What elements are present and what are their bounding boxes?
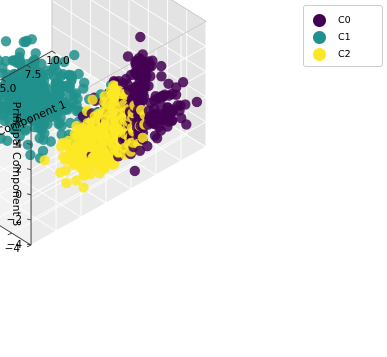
legend-label-c2: C2 (338, 48, 351, 60)
legend: C0 C1 C2 (303, 5, 383, 67)
gridline-z (30, 121, 207, 221)
data-point-c0 (145, 71, 156, 82)
x-axis-line (0, 50, 53, 81)
data-point-c0 (137, 94, 149, 106)
gridline-z (30, 146, 207, 246)
data-point-c1 (58, 56, 70, 68)
data-point-c0 (166, 115, 178, 126)
legend-marker-c2 (313, 47, 326, 61)
y-tick (26, 244, 32, 248)
data-point-c1 (55, 112, 66, 123)
data-point-c2 (85, 169, 96, 180)
legend-item-c0: C0 (313, 12, 351, 28)
z-tick-label: −2 (7, 214, 22, 226)
legend-label-c0: C0 (338, 14, 351, 26)
data-point-c0 (177, 77, 189, 88)
data-point-c0 (142, 141, 153, 152)
data-point-c0 (137, 49, 148, 60)
gridline-y (11, 134, 187, 234)
data-point-c0 (135, 31, 146, 43)
x-tick (1, 78, 6, 82)
gridline-z (130, 0, 207, 47)
data-point-c1 (0, 36, 12, 47)
data-point-c1 (39, 128, 50, 139)
z-tick (26, 168, 32, 171)
data-point-c1 (37, 145, 49, 157)
data-point-c1 (78, 83, 89, 94)
data-point-c1 (50, 55, 61, 67)
data-point-c2 (71, 175, 82, 186)
legend-label-c1: C1 (338, 31, 351, 43)
data-point-c1 (73, 68, 84, 80)
y-tick-label: −4 (5, 243, 21, 255)
data-point-c1 (22, 139, 34, 150)
data-point-c1 (72, 93, 83, 105)
data-point-c0 (191, 96, 203, 108)
data-point-c1 (53, 81, 64, 93)
data-point-c2 (137, 132, 148, 143)
data-point-c0 (147, 55, 158, 66)
data-point-c2 (60, 165, 71, 176)
data-point-c1 (25, 149, 36, 161)
data-point-c1 (2, 135, 13, 146)
z-tick (26, 118, 32, 120)
data-point-c0 (134, 145, 146, 156)
z-tick-label: 2 (15, 164, 22, 176)
x-tick (26, 64, 31, 68)
y-axis-line (0, 225, 32, 246)
z-tick (26, 218, 32, 221)
data-point-c0 (181, 119, 192, 130)
z-tick (26, 243, 32, 246)
data-point-c2 (78, 182, 89, 193)
data-point-c1 (14, 47, 26, 58)
gridline-x (0, 195, 57, 232)
y-tick-label: −3 (0, 231, 1, 243)
data-point-c0 (180, 99, 191, 110)
data-point-c0 (122, 51, 134, 62)
data-point-c0 (129, 165, 140, 177)
z-tick-label: 6 (15, 113, 22, 125)
x-tick-label: 5.0 (0, 83, 16, 95)
data-point-c2 (87, 94, 98, 105)
data-point-c1 (26, 34, 37, 45)
data-point-c2 (39, 155, 50, 166)
legend-item-c1: C1 (313, 29, 351, 45)
data-point-c1 (36, 58, 47, 69)
legend-item-c2: C2 (313, 46, 351, 62)
legend-marker-c0 (313, 13, 326, 27)
data-point-c0 (143, 80, 154, 92)
z-tick-label: −4 (7, 239, 23, 251)
z-tick-label: 4 (15, 139, 22, 151)
data-point-c1 (56, 129, 67, 140)
z-tick (26, 143, 32, 145)
x-tick-label: 7.5 (25, 69, 42, 81)
pane-edge (171, 0, 207, 22)
data-point-c0 (156, 60, 167, 72)
data-point-c1 (20, 125, 31, 136)
z-tick (26, 193, 32, 196)
data-point-c0 (170, 89, 182, 101)
y-tick (7, 232, 12, 236)
data-point-c1 (30, 48, 41, 59)
data-point-c1 (56, 120, 67, 132)
data-point-c1 (45, 136, 56, 147)
x-tick-label: 10.0 (46, 55, 69, 67)
gridline-z (90, 0, 207, 72)
z-tick-label: 0 (15, 189, 22, 201)
data-point-c2 (109, 158, 120, 170)
z-axis-title: Principal Component 3 (10, 102, 23, 227)
legend-marker-c1 (313, 30, 326, 44)
data-point-c1 (69, 49, 80, 61)
data-point-c0 (156, 71, 167, 82)
data-point-c2 (61, 177, 72, 189)
x-tick (51, 50, 56, 54)
